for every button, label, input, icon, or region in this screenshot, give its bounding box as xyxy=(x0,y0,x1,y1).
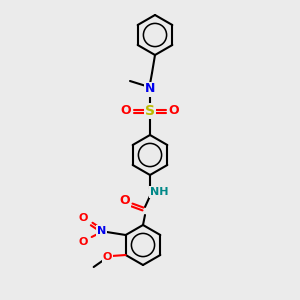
Text: NH: NH xyxy=(150,187,168,197)
Text: N: N xyxy=(97,226,106,236)
Text: O: O xyxy=(103,252,112,262)
Text: O: O xyxy=(79,237,88,247)
Text: O: O xyxy=(120,194,130,208)
Text: N: N xyxy=(145,82,155,95)
Text: S: S xyxy=(145,104,155,118)
Text: O: O xyxy=(79,213,88,223)
Text: O: O xyxy=(121,104,131,118)
Text: O: O xyxy=(169,104,179,118)
